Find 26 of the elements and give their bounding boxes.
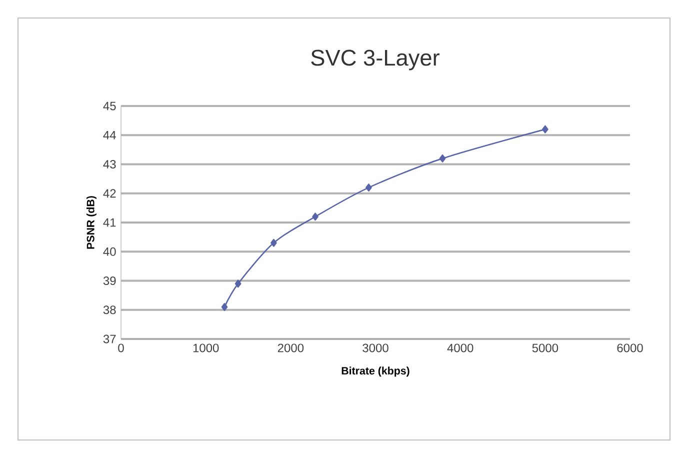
y-tick-label: 38 — [103, 306, 116, 314]
x-tick-label: 3000 — [362, 344, 388, 352]
x-axis-title: Bitrate (kbps) — [342, 366, 410, 377]
point — [366, 184, 372, 192]
y-tick-label: 44 — [103, 130, 116, 140]
y-tick-label: 43 — [103, 160, 116, 169]
point — [234, 280, 242, 288]
y-tick-label: 41 — [103, 218, 116, 227]
point — [312, 212, 318, 221]
y-tick-label: 42 — [103, 189, 116, 198]
point — [221, 302, 228, 311]
y-tick-label: 45 — [103, 102, 116, 110]
x-tick-label: 0 — [118, 344, 124, 352]
y-axis-title: PSNR (dB) — [86, 196, 96, 249]
x-tick-label: 2000 — [278, 344, 304, 352]
chart-title: SVC 3-Layer — [311, 50, 440, 70]
y-tick-label: 39 — [103, 276, 116, 286]
point — [270, 238, 277, 247]
point — [542, 125, 548, 134]
x-tick-label: 4000 — [447, 344, 474, 352]
x-tick-label: 6000 — [617, 344, 643, 352]
point — [439, 154, 446, 162]
y-tick-label: 40 — [103, 247, 116, 256]
y-tick-label: 37 — [103, 334, 116, 344]
x-tick-label: 1000 — [193, 344, 219, 352]
x-tick-label: 5000 — [532, 344, 558, 352]
